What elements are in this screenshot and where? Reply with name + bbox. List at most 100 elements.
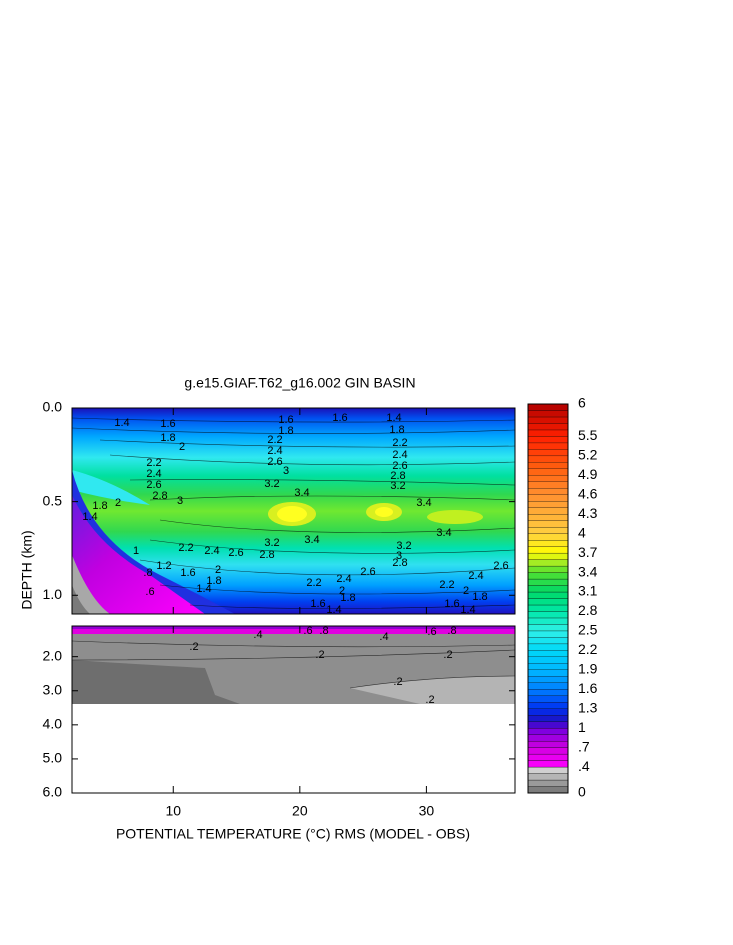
contour-label: .8 (143, 567, 152, 579)
field-top (72, 408, 515, 614)
colorbar-swatch (527, 546, 569, 554)
contour-label: 2.8 (390, 470, 405, 482)
colorbar-label: 4.6 (578, 485, 598, 501)
colorbar-swatch (527, 591, 569, 599)
contour-label: 3.2 (264, 537, 279, 549)
contour-label: 3.2 (390, 480, 405, 492)
contour-label: 3.4 (304, 534, 319, 546)
contour-label: 2.4 (267, 445, 282, 457)
contour-label: .2 (425, 694, 434, 706)
colorbar-swatch (527, 728, 569, 735)
colorbar-label: 3.4 (578, 563, 598, 579)
contour-label: 1.6 (160, 418, 175, 430)
colorbar-frame (527, 403, 569, 794)
colorbar-swatch (527, 572, 569, 580)
colorbar-swatch (527, 410, 569, 418)
colorbar-swatch (527, 747, 569, 755)
colorbar-label: 2.8 (578, 602, 598, 618)
contour-label: .2 (315, 649, 324, 661)
contour-label: 2 (179, 441, 185, 453)
colorbar-swatch (527, 507, 569, 515)
contour-label: 2.4 (336, 573, 351, 585)
chart-title: g.e15.GIAF.T62_g16.002 GIN BASIN (184, 375, 415, 391)
contour-label: 1.8 (160, 432, 175, 444)
colorbar-swatch (527, 598, 569, 606)
colorbar-label: 0 (578, 784, 586, 800)
contour-label: 1.4 (114, 417, 129, 429)
contour-label: 2.4 (204, 545, 219, 557)
colorbar-label: .7 (578, 738, 590, 754)
colorbar-label: 3.7 (578, 544, 598, 560)
contour-label: 1.8 (206, 575, 221, 587)
contour-label: 1.6 (180, 567, 195, 579)
contour-label: 3.2 (264, 478, 279, 490)
panel-frame (71, 625, 516, 794)
y-tick-label: 5.0 (43, 750, 63, 766)
colorbar-label: .4 (578, 758, 590, 774)
contour-label: .2 (189, 641, 198, 653)
contour-label: 1.4 (82, 511, 97, 523)
colorbar-label: 4.9 (578, 466, 598, 482)
colorbar-swatch (527, 669, 569, 677)
colorbar-swatch (527, 682, 569, 690)
colorbar-swatch (527, 403, 569, 411)
colorbar-swatch (527, 436, 569, 444)
contour-label: .2 (443, 649, 452, 661)
colorbar-swatch (527, 488, 569, 495)
colorbar-swatch (527, 481, 569, 489)
colorbar-swatch (527, 514, 569, 521)
colorbar-swatch (527, 423, 569, 431)
contour-label: 2.2 (178, 542, 193, 554)
contour-label: 2.4 (468, 570, 483, 582)
colorbar-label: 5.5 (578, 427, 598, 443)
contour-label: 1.8 (389, 424, 404, 436)
colorbar-swatch (527, 611, 569, 619)
colorbar-swatch (527, 565, 569, 573)
contour-label: .8 (319, 625, 328, 637)
y-tick-label: 0.0 (43, 399, 63, 415)
contour-label: 1.8 (92, 500, 107, 512)
contour-label: 1.6 (444, 598, 459, 610)
colorbar-swatch (527, 533, 569, 541)
colorbar-label: 2.2 (578, 641, 598, 657)
colorbar-swatch (527, 617, 569, 625)
field-bottom (72, 626, 515, 704)
colorbar-swatch (527, 585, 569, 593)
colorbar-swatch (527, 650, 569, 657)
y-tick-label: 0.5 (43, 492, 63, 508)
colorbar-swatch (527, 708, 569, 716)
colorbar-swatch (527, 702, 569, 709)
y-tick-label: 4.0 (43, 716, 63, 732)
contour-label: 2.4 (392, 449, 407, 461)
contour-label: 2.2 (306, 577, 321, 589)
y-axis-label: DEPTH (km) (19, 530, 35, 609)
contour-label: 3 (177, 495, 183, 507)
contour-label: 2 (339, 585, 345, 597)
colorbar-label: 1.3 (578, 699, 598, 715)
contour-label: 2.8 (392, 557, 407, 569)
colorbar-swatch (527, 734, 569, 742)
colorbar-label: 6 (578, 395, 586, 411)
colorbar-swatch (527, 760, 569, 768)
x-tick-label: 30 (419, 803, 435, 819)
y-tick-label: 1.0 (43, 586, 63, 602)
colorbar-swatch (527, 429, 569, 437)
colorbar-swatch (527, 779, 569, 787)
colorbar-swatch (527, 494, 569, 502)
colorbar-swatch (527, 676, 569, 683)
contour-label: 2.6 (392, 460, 407, 472)
contour-label: 2.8 (152, 490, 167, 502)
contour-label: 3.2 (396, 540, 411, 552)
colorbar-swatch (527, 624, 569, 632)
contour-label: 2.6 (267, 456, 282, 468)
colorbar-label: 1 (578, 719, 586, 735)
colorbar-swatch (527, 689, 569, 696)
contour-label: 1.2 (156, 560, 171, 572)
contour-label: .8 (447, 625, 456, 637)
contour-label: 3 (283, 465, 289, 477)
colorbar-swatch (527, 630, 569, 638)
colorbar-swatch (527, 475, 569, 482)
colorbar-label: 1.6 (578, 680, 598, 696)
contour-label: .6 (303, 625, 312, 637)
colorbar-swatch (527, 656, 569, 664)
